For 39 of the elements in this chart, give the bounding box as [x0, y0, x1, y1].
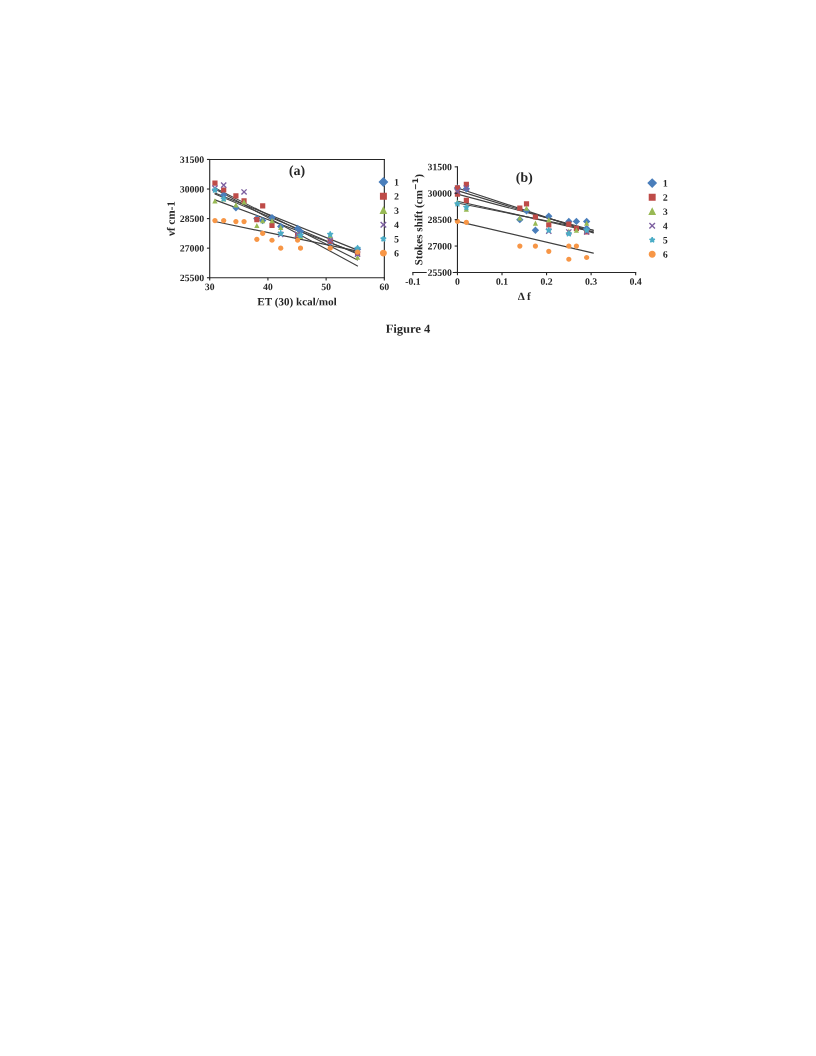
x-axis-title: ET (30) kcal/mol: [257, 297, 337, 308]
y-tick-label: 31500: [427, 163, 452, 171]
y-tick-label: 25500: [180, 274, 204, 282]
y-tick-label: 31500: [180, 156, 204, 163]
y-tick-label: 25500: [428, 269, 452, 276]
y-tick-label: 30000: [427, 190, 452, 197]
x-tick-label: -0.1: [405, 278, 421, 285]
x-tick-label: 0: [455, 278, 460, 285]
legend-label: 4: [394, 221, 399, 229]
chart-title: (b): [516, 172, 533, 185]
x-tick-label: 0.2: [540, 278, 553, 285]
y-tick-label: 27000: [180, 245, 204, 252]
x-tick-label: 60: [379, 283, 389, 291]
x-tick-label: 0.3: [585, 278, 597, 285]
legend-label: 4: [663, 222, 668, 230]
y-tick-label: 27000: [428, 242, 452, 250]
x-tick-label: 30: [205, 283, 215, 291]
legend-label: 1: [663, 180, 668, 187]
x-tick-label: 50: [321, 283, 331, 291]
legend-label: 2: [663, 194, 668, 201]
legend-label: 5: [394, 235, 399, 243]
x-tick-label: 0.4: [629, 278, 642, 285]
legend-label: 1: [394, 178, 399, 186]
y-tick-label: 30000: [180, 185, 204, 193]
legend-label: 2: [394, 193, 399, 200]
legend-label: 5: [663, 236, 668, 244]
legend-label: 3: [663, 208, 668, 215]
x-tick-label: 0.1: [496, 278, 508, 285]
x-axis-title: Δ f: [518, 292, 531, 301]
chart-title: (a): [289, 165, 305, 178]
y-tick-label: 28500: [180, 215, 204, 223]
y-axis-title: Stokes shift (cm$^{−1}$): [412, 174, 425, 265]
legend-label: 6: [394, 250, 399, 257]
y-tick-label: 28500: [428, 216, 452, 224]
y-axis-title: νf cm-1: [166, 201, 175, 237]
caption: Figure 4: [385, 324, 431, 336]
x-tick-label: 40: [263, 283, 273, 291]
legend-label: 6: [663, 251, 668, 258]
legend-label: 3: [394, 207, 399, 214]
